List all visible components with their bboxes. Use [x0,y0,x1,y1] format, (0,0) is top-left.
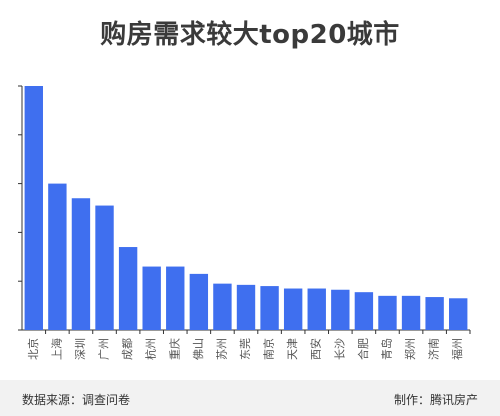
category-label: 佛山 [192,338,205,360]
category-label: 上海 [49,338,63,360]
category-label: 广州 [98,338,111,360]
bar-0 [24,86,43,330]
bar-10 [260,286,279,330]
category-label: 福州 [450,338,464,360]
bar-chart: 北京 上海 深圳 广州 成都 杭州 重庆 佛山 苏州 东莞 南京 天津 西安 长沙 合肥 青岛 郑州 济南 福州 [18,85,471,360]
footer: 数据来源：调查问卷 制作：腾讯房产 [0,380,500,416]
bar-14 [354,292,374,330]
category-label: 成都 [121,338,134,360]
category-label: 长沙 [333,338,346,360]
bar-9 [236,284,256,330]
bar-11 [283,288,303,330]
bar-7 [189,273,209,330]
category-label: 北京 [26,338,40,360]
category-label: 深圳 [74,338,87,360]
category-label: 东莞 [239,338,252,360]
category-label: 苏州 [215,338,228,360]
category-label: 西安 [309,338,323,360]
category-label: 杭州 [144,338,158,360]
category-label: 济南 [427,338,441,360]
bars [24,86,468,330]
category-labels: 北京 上海 深圳 广州 成都 杭州 重庆 佛山 苏州 东莞 南京 天津 西安 长沙 合肥 青岛 郑州 济南 福州 [26,338,464,360]
category-label: 青岛 [379,338,393,360]
category-label: 天津 [286,338,299,360]
chart-title: 购房需求较大top20城市 [100,20,400,50]
category-label: 郑州 [403,338,417,360]
bar-2 [71,198,91,330]
data-source: 数据来源：调查问卷 [22,393,131,407]
bar-17 [425,297,444,330]
bar-3 [95,205,114,330]
bar-16 [401,295,421,330]
category-label: 南京 [262,338,276,360]
credit: 制作：腾讯房产 [393,393,478,407]
bar-5 [142,266,161,330]
bar-4 [118,247,138,330]
bar-12 [307,288,326,330]
bar-13 [331,289,350,330]
bar-8 [213,283,232,330]
category-label: 重庆 [167,338,181,360]
bar-15 [378,295,397,330]
bar-1 [48,183,67,330]
category-label: 合肥 [356,338,370,360]
bar-6 [166,266,185,330]
bar-18 [449,298,468,330]
